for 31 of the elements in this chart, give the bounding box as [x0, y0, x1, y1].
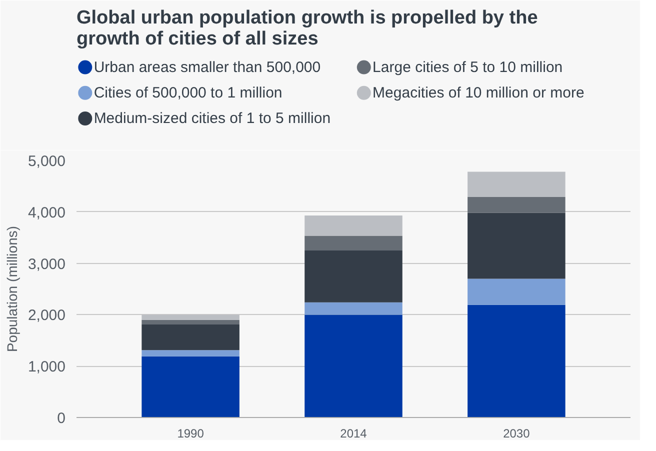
chart-title: Global urban population growth is propelled by the growth of cities of all sizes [76, 8, 538, 50]
legend-label: Urban areas smaller than 500,000 [94, 58, 321, 76]
y-tick-label: 4,000 [28, 204, 66, 222]
bar [468, 212, 566, 279]
legend-label: Medium-sized cities of 1 to 5 million [94, 110, 331, 127]
x-tick-label: 1990 [177, 426, 204, 440]
bar [304, 236, 402, 250]
legend-label: Large cities of 5 to 10 million [372, 58, 563, 76]
bar [142, 350, 240, 356]
bar [468, 304, 566, 418]
y-tick-label: 2,000 [28, 307, 66, 324]
x-tick-label: 2014 [340, 426, 368, 440]
bar [142, 314, 240, 320]
bar [468, 172, 566, 197]
bar [142, 356, 240, 418]
bar [142, 320, 240, 324]
bar [304, 314, 402, 418]
bar [304, 216, 402, 236]
y-axis-title: Population (millions) [4, 226, 20, 352]
y-tick-label: 3,000 [28, 256, 66, 273]
bar [304, 250, 402, 302]
legend-label: Cities of 500,000 to 1 million [94, 84, 282, 102]
y-tick-label: 0 [57, 410, 66, 427]
bar [142, 324, 240, 350]
bar [468, 278, 566, 305]
legend-label: Megacities of 10 million or more [372, 84, 584, 102]
x-tick-label: 2030 [503, 426, 530, 440]
bar [468, 196, 566, 213]
y-tick-label: 1,000 [28, 358, 66, 376]
y-tick-label: 5,000 [28, 153, 66, 170]
bar [304, 302, 402, 315]
